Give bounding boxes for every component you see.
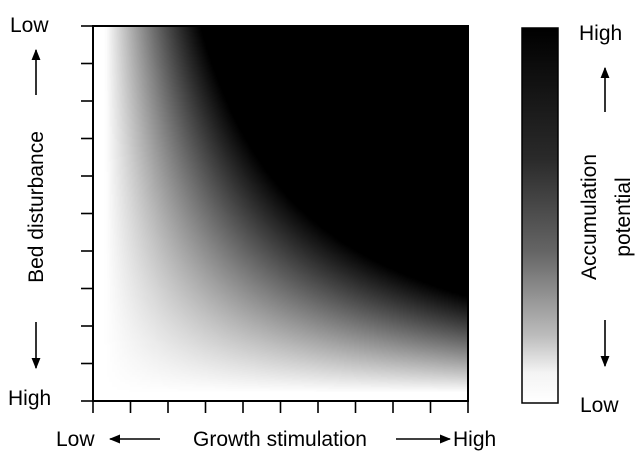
x-axis-title: Growth stimulation [193, 428, 367, 451]
y-axis: Low High Bed disturbance [8, 14, 51, 410]
x-axis: Low Growth stimulation High [56, 428, 496, 451]
colorbar: High Low Accumulation potential [521, 22, 635, 417]
heatmap-surface [93, 26, 468, 401]
y-axis-title: Bed disturbance [25, 131, 48, 283]
x-axis-high-label: High [453, 428, 496, 451]
x-axis-ticks [92, 401, 469, 413]
y-axis-high-label: High [8, 387, 51, 410]
colorbar-low-label: Low [580, 394, 619, 417]
x-axis-low-label: Low [56, 428, 95, 451]
colorbar-gradient [521, 27, 559, 404]
y-axis-ticks [81, 25, 93, 402]
colorbar-high-label: High [579, 22, 622, 45]
y-axis-low-label: Low [10, 14, 49, 37]
colorbar-title-line2: potential [612, 177, 635, 256]
plot-area [92, 25, 469, 402]
colorbar-title-line1: Accumulation [578, 154, 601, 280]
